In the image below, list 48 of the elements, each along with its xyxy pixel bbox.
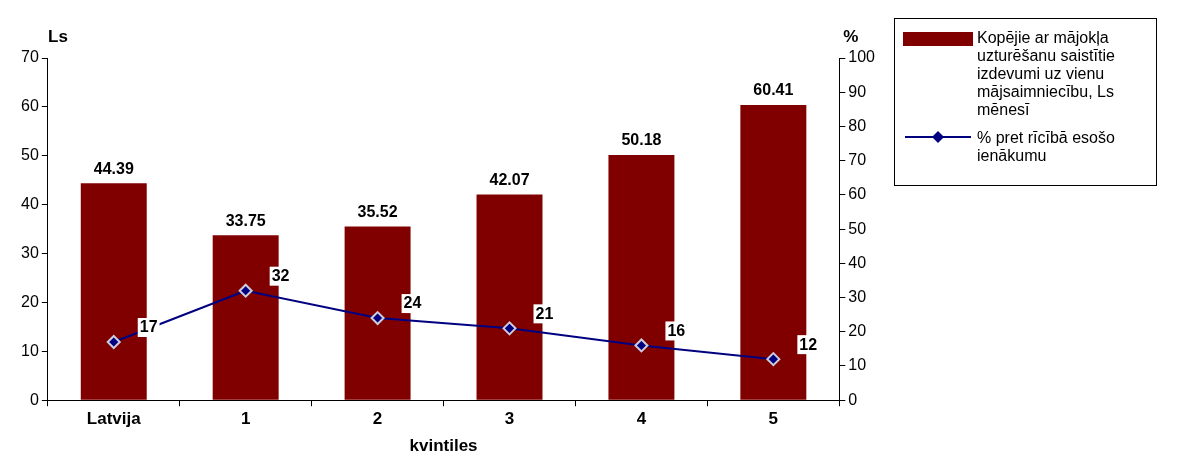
data-label: 16 <box>667 321 686 339</box>
x-tick-label: 4 <box>636 409 647 429</box>
y-tick-label: 60 <box>21 97 39 115</box>
y-tick-label: 50 <box>21 146 39 164</box>
data-label: 33.75 <box>225 211 266 229</box>
y-tick-label: 30 <box>21 243 39 261</box>
y-axis-title: Ls <box>48 27 68 47</box>
y-tick-label: 20 <box>21 292 39 310</box>
point <box>766 352 781 367</box>
y-tick-label: 10 <box>21 341 39 359</box>
x-axis-title: kvintiles <box>409 436 478 456</box>
y2-tick-label: 100 <box>848 48 876 66</box>
data-label: 42.07 <box>489 170 530 188</box>
y2-tick-label: 80 <box>848 116 867 134</box>
legend-label: Kopējie ar mājokļa uzturēšanu saistītie izdevumi uz vienu mājsaimniecību, Ls mēnesī <box>977 29 1116 119</box>
data-label: 50.18 <box>621 131 662 149</box>
y2-tick-label: 40 <box>848 253 867 271</box>
y-tick-label: 40 <box>21 195 39 213</box>
data-label: 35.52 <box>357 202 398 220</box>
x-tick-label: 3 <box>504 409 515 429</box>
point <box>502 321 517 336</box>
data-label: 21 <box>535 304 554 322</box>
x-tick-label: Latvija <box>86 409 142 429</box>
data-label: 24 <box>403 294 422 312</box>
point <box>370 311 385 326</box>
x-tick-label: 1 <box>240 409 251 429</box>
y-tick-label: 70 <box>21 48 39 66</box>
y-tick-label: 0 <box>29 390 39 408</box>
y2-axis-title: % <box>843 27 859 47</box>
y2-tick-label: 10 <box>848 356 867 374</box>
y2-tick-label: 30 <box>848 287 867 305</box>
y2-tick-label: 50 <box>848 219 867 237</box>
data-label: 32 <box>271 267 290 285</box>
legend-label: % pret rīcībā esošo ienākumu <box>977 129 1116 165</box>
point <box>106 335 121 350</box>
y2-tick-label: 0 <box>848 390 858 408</box>
x-tick-label: 5 <box>768 409 779 429</box>
data-label: 12 <box>799 335 818 353</box>
y2-tick-label: 20 <box>848 322 867 340</box>
data-label: 44.39 <box>93 159 134 177</box>
data-label: 60.41 <box>753 81 794 99</box>
y2-tick-label: 60 <box>848 185 867 203</box>
point <box>238 283 253 298</box>
data-label: 17 <box>139 318 158 336</box>
y2-tick-label: 70 <box>848 151 867 169</box>
y2-tick-label: 90 <box>848 82 867 100</box>
point <box>634 338 649 353</box>
x-tick-label: 2 <box>372 409 383 429</box>
